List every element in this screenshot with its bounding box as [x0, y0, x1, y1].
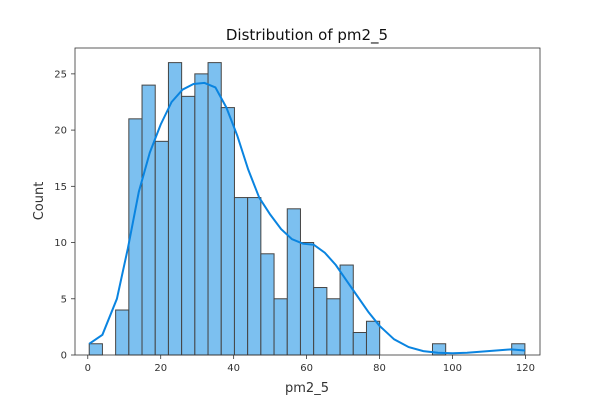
x-tick-label-60: 60 — [300, 363, 313, 374]
x-tick-label-100: 100 — [443, 363, 462, 374]
histogram-bar-4 — [141, 84, 156, 356]
histogram-bars — [88, 62, 526, 356]
histogram-bar-16 — [299, 242, 315, 356]
y-axis-label: Count — [32, 182, 47, 221]
histogram-bar-5 — [154, 140, 169, 356]
histogram-bar-0 — [88, 343, 103, 356]
histogram-bar-17 — [313, 287, 328, 356]
chart-title: Distribution of pm2_5 — [226, 26, 388, 45]
histogram-bar-13 — [260, 253, 275, 356]
x-axis-ticks: 0 20 40 60 80 100 120 — [85, 355, 535, 374]
histogram-bar-8 — [194, 73, 209, 356]
y-tick-label-5: 5 — [61, 294, 67, 305]
y-tick-label-10: 10 — [54, 238, 67, 249]
histogram-bar-7 — [181, 95, 196, 356]
histogram-bar-20 — [352, 332, 367, 356]
x-tick-label-120: 120 — [516, 363, 535, 374]
histogram-bar-11 — [233, 197, 249, 356]
x-tick-label-20: 20 — [154, 363, 167, 374]
x-axis-label: pm2_5 — [285, 381, 329, 396]
histogram-bar-10 — [220, 107, 235, 356]
x-tick-label-0: 0 — [85, 363, 91, 374]
y-tick-label-20: 20 — [54, 126, 67, 137]
histogram-bar-15 — [286, 208, 301, 356]
y-tick-label-15: 15 — [54, 182, 67, 193]
histogram-bar-19 — [339, 264, 354, 356]
histogram-bar-12 — [247, 197, 262, 356]
histogram-bar-14 — [273, 298, 288, 356]
x-tick-label-40: 40 — [227, 363, 240, 374]
x-tick-label-80: 80 — [373, 363, 386, 374]
histogram-bar-21 — [365, 320, 381, 356]
histogram-bar-9 — [207, 62, 222, 356]
kde-curve — [88, 81, 526, 355]
plot-frame — [74, 47, 541, 356]
y-tick-label-25: 25 — [54, 69, 67, 80]
y-axis-ticks: 0 5 10 15 20 25 — [54, 69, 75, 362]
histogram-bar-2 — [115, 309, 130, 356]
kde-curve-layer — [88, 81, 526, 355]
histogram-bar-18 — [326, 298, 341, 356]
y-tick-label-0: 0 — [61, 351, 67, 362]
